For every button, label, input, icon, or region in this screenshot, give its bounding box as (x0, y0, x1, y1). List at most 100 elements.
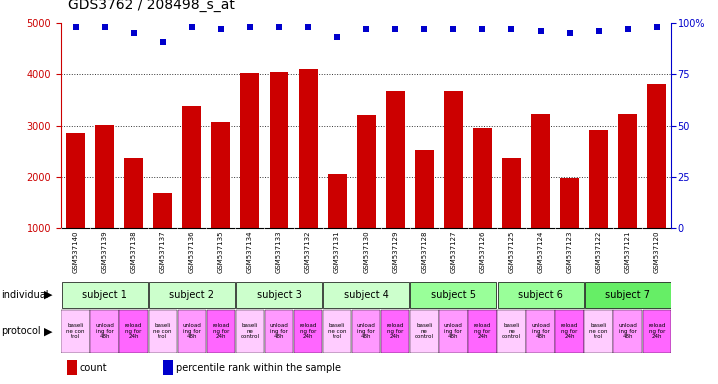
Bar (265, 310, 293, 353)
Text: subject 5: subject 5 (431, 290, 476, 300)
Bar (560, 178, 579, 228)
Bar (468, 310, 497, 353)
Text: unload
ing for
48h: unload ing for 48h (357, 323, 376, 339)
Bar (386, 91, 405, 228)
Text: GSM537132: GSM537132 (305, 230, 311, 273)
Text: subject 6: subject 6 (518, 290, 563, 300)
Text: subject 2: subject 2 (169, 290, 214, 300)
Text: subject 7: subject 7 (605, 290, 651, 300)
Text: unload
ing for
48h: unload ing for 48h (269, 323, 289, 339)
Bar (323, 310, 351, 353)
Text: GSM537120: GSM537120 (654, 230, 660, 273)
Text: unload
ing for
48h: unload ing for 48h (444, 323, 463, 339)
Bar (149, 282, 235, 308)
Point (215, 26, 227, 32)
Bar (498, 310, 526, 353)
Bar (119, 310, 148, 353)
Bar (163, 361, 173, 375)
Point (564, 30, 575, 36)
Point (186, 24, 197, 30)
Text: reload
ng for
24h: reload ng for 24h (213, 323, 230, 339)
Text: reload
ng for
24h: reload ng for 24h (386, 323, 404, 339)
Bar (211, 122, 230, 228)
Text: reload
ng for
24h: reload ng for 24h (474, 323, 491, 339)
Text: GSM537127: GSM537127 (450, 230, 457, 273)
Bar (95, 125, 114, 228)
Bar (584, 282, 671, 308)
Text: subject 1: subject 1 (82, 290, 127, 300)
Text: subject 3: subject 3 (256, 290, 302, 300)
Text: GSM537131: GSM537131 (334, 230, 340, 273)
Point (274, 24, 285, 30)
Bar (618, 114, 637, 228)
Bar (299, 69, 317, 228)
Text: GSM537134: GSM537134 (247, 230, 253, 273)
Bar (643, 310, 671, 353)
Bar (149, 310, 177, 353)
Text: baseli
ne con
trol: baseli ne con trol (589, 323, 608, 339)
Text: GSM537121: GSM537121 (625, 230, 630, 273)
Bar (177, 310, 206, 353)
Text: GSM537135: GSM537135 (218, 230, 224, 273)
Bar (410, 310, 439, 353)
Text: baseli
ne con
trol: baseli ne con trol (328, 323, 346, 339)
Text: count: count (80, 362, 108, 373)
Text: GSM537137: GSM537137 (159, 230, 166, 273)
Text: unload
ing for
48h: unload ing for 48h (182, 323, 201, 339)
Text: reload
ng for
24h: reload ng for 24h (648, 323, 666, 339)
Point (505, 26, 517, 32)
Point (70, 24, 81, 30)
Bar (124, 157, 143, 228)
Point (389, 26, 401, 32)
Text: baseli
ne
control: baseli ne control (502, 323, 521, 339)
Point (332, 34, 343, 40)
Bar (411, 282, 496, 308)
Point (622, 26, 633, 32)
Bar (584, 310, 613, 353)
Text: GSM537138: GSM537138 (131, 230, 136, 273)
Text: unload
ing for
48h: unload ing for 48h (618, 323, 637, 339)
Bar (502, 158, 521, 228)
Bar (444, 91, 463, 228)
Text: GSM537128: GSM537128 (421, 230, 427, 273)
Bar (62, 282, 148, 308)
Bar (556, 310, 584, 353)
Text: GSM537136: GSM537136 (189, 230, 195, 273)
Point (360, 26, 372, 32)
Point (302, 24, 314, 30)
Point (593, 28, 605, 34)
Text: unload
ing for
48h: unload ing for 48h (95, 323, 114, 339)
Bar (381, 310, 409, 353)
Text: unload
ing for
48h: unload ing for 48h (531, 323, 550, 339)
Bar (207, 310, 235, 353)
Point (419, 26, 430, 32)
Point (157, 38, 169, 45)
Text: GSM537133: GSM537133 (276, 230, 282, 273)
Text: GSM537123: GSM537123 (567, 230, 573, 273)
Point (477, 26, 488, 32)
Text: reload
ng for
24h: reload ng for 24h (299, 323, 317, 339)
Bar (473, 128, 492, 228)
Text: ▶: ▶ (44, 326, 52, 336)
Bar (357, 116, 376, 228)
Bar (67, 361, 77, 375)
Point (128, 30, 139, 36)
Bar (182, 106, 201, 228)
Bar (498, 282, 584, 308)
Point (244, 24, 256, 30)
Text: subject 4: subject 4 (344, 290, 388, 300)
Bar (613, 310, 642, 353)
Text: GDS3762 / 208498_s_at: GDS3762 / 208498_s_at (68, 0, 235, 12)
Text: GSM537140: GSM537140 (73, 230, 78, 273)
Text: GSM537122: GSM537122 (596, 230, 602, 273)
Text: baseli
ne
control: baseli ne control (241, 323, 259, 339)
Text: protocol: protocol (1, 326, 40, 336)
Bar (415, 151, 434, 228)
Bar (241, 73, 259, 228)
Bar (439, 310, 467, 353)
Bar (236, 282, 322, 308)
Text: GSM537124: GSM537124 (538, 230, 544, 273)
Bar (90, 310, 119, 353)
Text: individual: individual (1, 290, 48, 300)
Bar (589, 130, 608, 228)
